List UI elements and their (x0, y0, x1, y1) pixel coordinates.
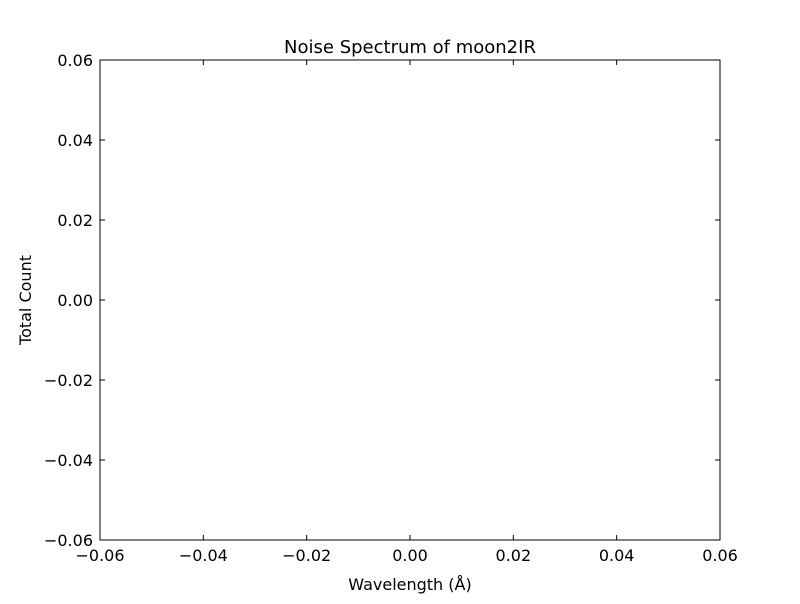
x-tick-label: 0.00 (392, 546, 428, 565)
y-tick-label: −0.06 (44, 531, 93, 550)
y-axis-ticks: −0.06 −0.04 −0.02 0.00 0.02 0.04 0.06 (44, 51, 720, 550)
y-tick-label: 0.00 (57, 291, 93, 310)
x-tick-label: 0.04 (599, 546, 635, 565)
x-tick-label: −0.02 (282, 546, 331, 565)
x-tick-label: 0.06 (702, 546, 738, 565)
y-tick-label: 0.02 (57, 211, 93, 230)
y-axis-label: Total Count (16, 255, 35, 346)
chart-title: Noise Spectrum of moon2IR (284, 37, 536, 58)
y-tick-label: −0.04 (44, 451, 93, 470)
plot-area-frame (99, 59, 721, 541)
y-tick-label: 0.04 (57, 131, 93, 150)
x-axis-label: Wavelength (Å) (348, 575, 471, 594)
x-tick-label: −0.04 (179, 546, 228, 565)
y-tick-label: −0.02 (44, 371, 93, 390)
x-tick-label: −0.06 (75, 546, 124, 565)
x-tick-label: 0.02 (496, 546, 532, 565)
x-axis-ticks: −0.06 −0.04 −0.02 0.00 0.02 0.04 0.06 (75, 60, 738, 565)
y-tick-label: 0.06 (57, 51, 93, 70)
